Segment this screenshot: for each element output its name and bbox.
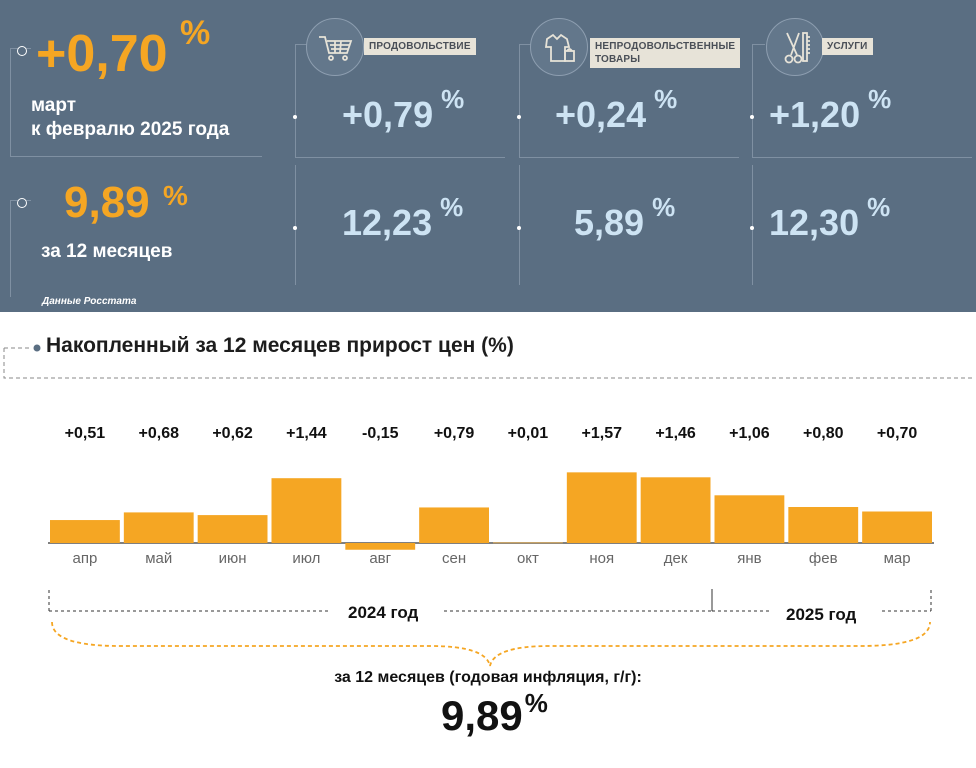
- frame-line: [752, 157, 972, 158]
- annual-caption: за 12 месяцев (годовая инфляция, г/г):: [334, 669, 642, 686]
- bar-value-label: +1,44: [286, 425, 327, 442]
- bar-ноя: [566, 472, 637, 543]
- category-tag: НЕПРОДОВОЛЬСТВЕННЫЕ ТОВАРЫ: [590, 38, 741, 68]
- category-annual-value: 12,23%: [342, 192, 464, 243]
- category-monthly-value: +0,79%: [342, 84, 465, 135]
- year-bracket: [51, 621, 931, 667]
- monthly-inflation-unit: %: [180, 14, 211, 52]
- frame-line: [10, 156, 262, 157]
- frame-line: [295, 44, 308, 158]
- year-label-2025: 2025 год: [786, 605, 857, 624]
- bar-сен: [419, 507, 489, 543]
- x-tick-label: май: [145, 550, 172, 567]
- x-tick-label: июл: [292, 550, 320, 567]
- bar-мар: [862, 511, 932, 543]
- bullet-dot: [750, 115, 754, 119]
- frame-line: [752, 165, 753, 285]
- bar-value-label: +0,51: [65, 425, 106, 442]
- x-tick-label: сен: [442, 550, 466, 567]
- annual-inflation-total: 9,89%: [441, 688, 548, 739]
- bar-дек: [640, 477, 711, 543]
- category-tag: ПРОДОВОЛЬСТВИЕ: [364, 38, 476, 55]
- bar-value-label: +0,68: [139, 425, 180, 442]
- chart-title-frame: [3, 344, 973, 379]
- bar-value-label: +0,70: [877, 425, 918, 442]
- bar-окт: [493, 542, 563, 544]
- bar-май: [123, 512, 194, 543]
- x-tick-label: янв: [737, 550, 761, 567]
- bar-фев: [788, 507, 859, 543]
- clothes-bag-icon: [530, 18, 588, 76]
- bar-value-label: +1,57: [582, 425, 623, 442]
- annual-label: за 12 месяцев: [41, 241, 173, 262]
- x-tick-label: фев: [809, 550, 838, 567]
- x-tick-label: авг: [369, 550, 391, 567]
- summary-panel: +0,70 % март к февралю 2025 года 9,89 % …: [0, 0, 976, 312]
- frame-line: [519, 157, 739, 158]
- frame-line: [752, 44, 765, 158]
- bullet-dot: [517, 226, 521, 230]
- bar-value-label: +0,01: [508, 425, 549, 442]
- bullet-dot: [517, 115, 521, 119]
- shopping-cart-icon: [306, 18, 364, 76]
- monthly-inflation-value: +0,70: [36, 25, 168, 83]
- bar-value-label: +1,46: [655, 425, 696, 442]
- bar-июн: [197, 515, 268, 543]
- category-annual-value: 12,30%: [769, 192, 891, 243]
- x-tick-label: дек: [664, 550, 688, 567]
- bullet-dot: [293, 115, 297, 119]
- bar-value-label: +0,79: [434, 425, 475, 442]
- bar-value-label: -0,15: [362, 425, 399, 442]
- chart-title: Накопленный за 12 месяцев прирост цен (%…: [46, 334, 514, 357]
- frame-line: [295, 165, 296, 285]
- x-tick-label: мар: [884, 550, 911, 567]
- bullet-dot: [17, 46, 27, 56]
- category-annual-value: 5,89%: [574, 192, 676, 243]
- bar-апр: [50, 520, 120, 543]
- annual-inflation-value: 9,89: [64, 178, 150, 227]
- bar-value-label: +0,62: [212, 425, 253, 442]
- bullet-dot: [293, 226, 297, 230]
- bar-value-label: +0,80: [803, 425, 844, 442]
- x-tick-label: апр: [73, 550, 98, 567]
- x-tick-label: окт: [517, 550, 539, 567]
- bar-июл: [271, 478, 342, 543]
- x-tick-label: июн: [219, 550, 247, 567]
- bar-value-label: +1,06: [729, 425, 770, 442]
- monthly-label-line1: март: [31, 95, 77, 116]
- x-tick-label: ноя: [589, 550, 614, 567]
- bullet-dot: [17, 198, 27, 208]
- bar-авг: [345, 543, 416, 550]
- frame-line: [295, 157, 505, 158]
- annual-inflation-unit: %: [163, 180, 188, 211]
- bar-янв: [714, 495, 785, 543]
- scissors-comb-icon: [766, 18, 824, 76]
- source-note: Данные Росстата: [42, 296, 137, 307]
- category-tag: УСЛУГИ: [822, 38, 873, 55]
- frame-line: [519, 44, 532, 158]
- frame-line: [519, 165, 520, 285]
- category-monthly-value: +0,24%: [555, 84, 678, 135]
- monthly-label-line2: к февралю 2025 года: [31, 119, 230, 140]
- category-monthly-value: +1,20%: [769, 84, 892, 135]
- bullet-dot: [750, 226, 754, 230]
- year-label-2024: 2024 год: [348, 603, 419, 622]
